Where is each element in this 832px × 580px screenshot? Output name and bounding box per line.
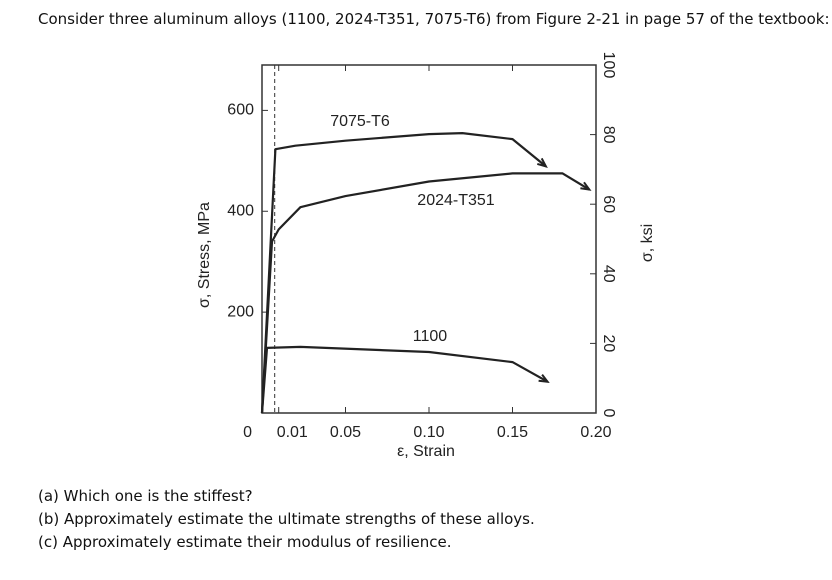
x-tick-label: 0.15 xyxy=(497,424,528,441)
fracture-arrow xyxy=(580,181,592,191)
x-tick-label: 0.01 xyxy=(277,424,308,441)
y2-axis-label: σ, ksi xyxy=(639,224,656,262)
question: (b) Approximately estimate the ultimate … xyxy=(38,510,535,528)
y-axis-label: σ, Stress, MPa xyxy=(196,202,213,308)
y2-tick-label: 80 xyxy=(600,126,617,144)
y2-tick-label: 100 xyxy=(600,52,617,79)
chart: 0 0.01 0.05 0.10 0.15 0.20 200 400 600 0 20 40 60 80 1… xyxy=(196,52,656,461)
stress-strain-curve xyxy=(260,132,547,414)
fracture-arrow xyxy=(537,157,548,168)
y2-tick-label: 20 xyxy=(600,335,617,353)
intro-text: Consider three aluminum alloys (1100, 20… xyxy=(38,10,830,28)
plot-frame xyxy=(261,64,597,414)
stress-strain-curve xyxy=(260,172,590,414)
y-tick-label: 200 xyxy=(227,303,254,320)
x-tick-label: 0 xyxy=(243,424,252,441)
x-tick-label: 0.05 xyxy=(330,424,361,441)
y2-tick-label: 0 xyxy=(600,409,617,418)
y-tick-label: 400 xyxy=(227,202,254,219)
series-label: 2024-T351 xyxy=(417,192,494,209)
x-axis-label: ε, Strain xyxy=(397,443,455,460)
fracture-arrow xyxy=(538,373,550,383)
series-label: 1100 xyxy=(413,328,448,345)
x-tick-label: 0.20 xyxy=(580,424,611,441)
question: (a) Which one is the stiffest? xyxy=(38,487,253,505)
question: (c) Approximately estimate their modulus… xyxy=(38,533,452,551)
x-tick-label: 0.10 xyxy=(413,424,444,441)
y2-tick-label: 60 xyxy=(600,195,617,213)
series-label: 7075-T6 xyxy=(330,113,390,130)
y-tick-label: 600 xyxy=(227,102,254,119)
y2-tick-label: 40 xyxy=(600,265,617,283)
stress-strain-curve xyxy=(260,345,549,414)
